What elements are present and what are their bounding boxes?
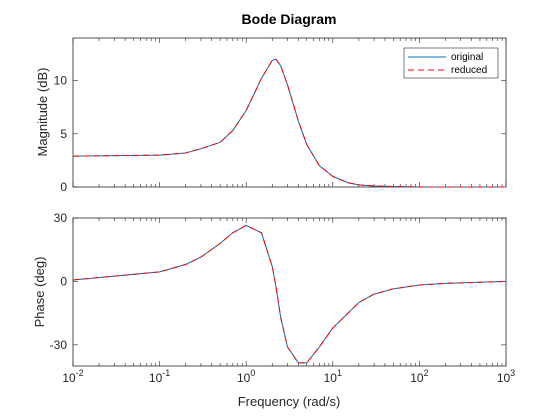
x-tick-labels: 10-2 10-1 100 101 102 103 <box>62 368 515 385</box>
magnitude-y-tick-label: 0 <box>60 180 67 194</box>
phase-series-reduced <box>72 224 507 364</box>
magnitude-y-tick-label: 5 <box>60 127 67 141</box>
x-tick-label: 103 <box>497 368 515 385</box>
chart-title: Bode Diagram <box>242 11 337 27</box>
phase-axes: -30 0 30 Phase (deg) <box>32 211 507 367</box>
phase-ticks: -30 0 30 <box>50 211 507 366</box>
magnitude-y-tick-label: 10 <box>54 74 68 88</box>
legend: original reduced <box>403 47 499 79</box>
phase-y-tick-label: 30 <box>54 211 68 225</box>
magnitude-lines <box>72 58 506 188</box>
magnitude-series-reduced <box>72 58 506 188</box>
x-tick-label: 101 <box>324 368 342 385</box>
x-tick-label: 10-1 <box>149 368 170 385</box>
phase-axis-label: Phase (deg) <box>32 257 47 328</box>
legend-box <box>403 47 499 79</box>
phase-y-tick-label: -30 <box>50 338 68 352</box>
x-axis-label: Frequency (rad/s) <box>238 394 341 409</box>
legend-label-reduced: reduced <box>451 65 487 76</box>
legend-label-original: original <box>451 52 483 63</box>
x-tick-label: 100 <box>237 368 255 385</box>
phase-lines <box>72 224 507 364</box>
x-tick-label: 10-2 <box>62 368 83 385</box>
x-tick-label: 102 <box>410 368 428 385</box>
magnitude-axis-label: Magnitude (dB) <box>35 68 50 157</box>
phase-y-tick-label: 0 <box>60 274 67 288</box>
phase-plot-area <box>72 217 507 367</box>
